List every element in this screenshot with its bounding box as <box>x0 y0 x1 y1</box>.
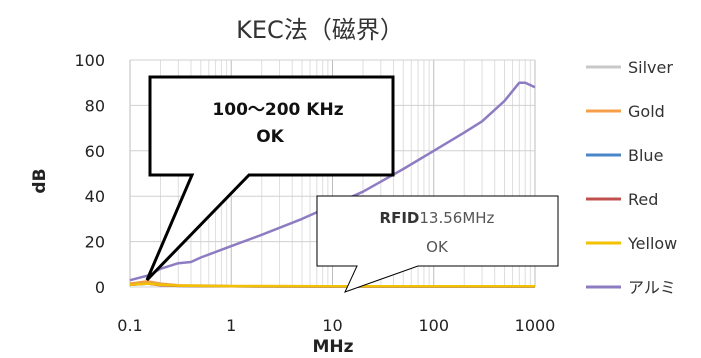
x-tick-label: 1000 <box>515 316 556 335</box>
annotation-2-freq: 13.56MHz <box>419 209 494 227</box>
x-tick-label: 0.1 <box>117 316 142 335</box>
y-tick-label: 60 <box>85 142 105 161</box>
legend-label: Gold <box>628 102 665 121</box>
annotation-2-rfid: RFID <box>380 209 420 227</box>
y-tick-label: 80 <box>85 96 105 115</box>
annotation-1-line-2: OK <box>256 127 284 147</box>
axes: 0 20 40 60 80 100 0.1 1 10 100 1000 <box>74 51 555 335</box>
legend: Silver Gold Blue Red Yellow アルミ <box>586 58 677 297</box>
callout-box-1 <box>145 75 395 282</box>
legend-label: Silver <box>628 58 673 77</box>
annotation-2-line-1: RFID13.56MHz <box>380 209 495 227</box>
y-tick-label: 40 <box>85 187 105 206</box>
annotation-callout-rfid: RFID13.56MHz OK <box>316 195 559 293</box>
chart-title: KEC法（磁界） <box>236 16 404 44</box>
x-tick-label: 10 <box>322 316 342 335</box>
series-line-Yellow <box>129 282 535 288</box>
series-lines <box>129 81 536 288</box>
legend-label: Yellow <box>627 234 677 253</box>
y-axis-title: dB <box>30 168 50 193</box>
callout-box-2 <box>316 195 559 293</box>
legend-label: Blue <box>628 146 663 165</box>
x-tick-label: 100 <box>418 316 449 335</box>
legend-label: Red <box>628 190 658 209</box>
x-axis-title: MHz <box>312 337 353 357</box>
annotation-callout-100-200khz: 100〜200 KHz OK <box>145 75 395 282</box>
y-tick-label: 0 <box>95 278 105 297</box>
y-tick-label: 100 <box>74 51 105 70</box>
annotation-1-line-1: 100〜200 KHz <box>212 100 343 120</box>
annotation-2-line-2: OK <box>426 238 449 256</box>
x-tick-label: 1 <box>226 316 236 335</box>
y-tick-label: 20 <box>85 233 105 252</box>
legend-label: アルミ <box>628 278 676 297</box>
